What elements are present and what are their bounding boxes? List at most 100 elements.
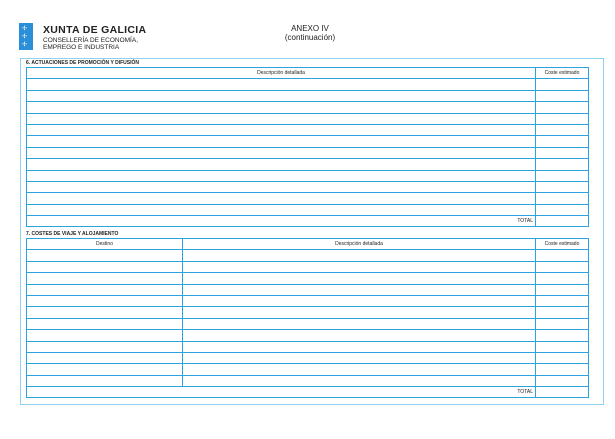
total-label: TOTAL <box>26 386 536 399</box>
table-row <box>26 146 589 160</box>
input-cell[interactable] <box>535 317 589 331</box>
input-cell[interactable] <box>535 146 589 160</box>
table-row <box>26 260 589 274</box>
table-row <box>26 249 589 262</box>
input-cell[interactable] <box>182 249 536 262</box>
table-row <box>26 78 589 91</box>
input-cell[interactable] <box>182 306 536 319</box>
input-cell[interactable] <box>182 260 536 274</box>
table-row <box>26 123 589 137</box>
total-row: TOTAL <box>26 215 589 228</box>
input-cell[interactable] <box>26 351 183 365</box>
annex-subtitle: (continuación) <box>284 33 336 42</box>
input-cell[interactable] <box>535 294 589 308</box>
input-cell[interactable] <box>535 78 589 91</box>
input-cell[interactable] <box>182 317 536 331</box>
input-cell[interactable] <box>26 249 183 262</box>
promotion-table: Descripción detallada Coste estimado TOTA… <box>26 66 589 228</box>
input-cell[interactable] <box>535 329 589 342</box>
table-row <box>26 180 589 194</box>
total-row: TOTAL <box>26 386 589 399</box>
col-header: Destino <box>26 237 183 251</box>
input-cell[interactable] <box>26 363 183 376</box>
input-cell[interactable] <box>182 329 536 342</box>
input-cell[interactable] <box>26 283 183 296</box>
input-cell[interactable] <box>182 340 536 353</box>
table-row <box>26 374 589 388</box>
xunta-logo: ✢ ✢ ✢ <box>19 23 33 50</box>
input-cell[interactable] <box>535 260 589 274</box>
input-cell[interactable] <box>26 340 183 353</box>
input-cell[interactable] <box>535 135 589 148</box>
input-cell[interactable] <box>26 203 536 217</box>
input-cell[interactable] <box>535 180 589 194</box>
total-value-cell[interactable] <box>535 215 589 228</box>
input-cell[interactable] <box>26 317 183 331</box>
input-cell[interactable] <box>535 306 589 319</box>
input-cell[interactable] <box>26 169 536 182</box>
input-cell[interactable] <box>26 260 183 274</box>
col-header: Descripción detallada <box>26 66 536 80</box>
total-value-cell[interactable] <box>535 386 589 399</box>
table-row <box>26 169 589 182</box>
org-name: XUNTA DE GALICIA <box>43 24 147 36</box>
input-cell[interactable] <box>26 158 536 171</box>
input-cell[interactable] <box>535 272 589 285</box>
input-cell[interactable] <box>535 192 589 205</box>
table-row <box>26 272 589 285</box>
table-row <box>26 135 589 148</box>
input-cell[interactable] <box>535 283 589 296</box>
department: CONSELLERÍA DE ECONOMÍA, EMPREGO E INDUST… <box>43 37 153 51</box>
input-cell[interactable] <box>535 158 589 171</box>
table-row <box>26 329 589 342</box>
table-row <box>26 363 589 376</box>
input-cell[interactable] <box>26 78 536 91</box>
table-row <box>26 112 589 125</box>
input-cell[interactable] <box>182 272 536 285</box>
table-header: Destino Descripción detallada Coste estima… <box>26 237 589 251</box>
table-row <box>26 203 589 217</box>
input-cell[interactable] <box>535 363 589 376</box>
input-cell[interactable] <box>535 340 589 353</box>
input-cell[interactable] <box>535 374 589 388</box>
input-cell[interactable] <box>26 123 536 137</box>
table-row <box>26 89 589 103</box>
input-cell[interactable] <box>26 294 183 308</box>
section7-title: 7. COSTES DE VIAJE Y ALOJAMIENTO <box>26 231 119 237</box>
input-cell[interactable] <box>182 294 536 308</box>
table-row <box>26 340 589 353</box>
input-cell[interactable] <box>182 351 536 365</box>
input-cell[interactable] <box>535 101 589 114</box>
input-cell[interactable] <box>535 89 589 103</box>
input-cell[interactable] <box>535 203 589 217</box>
table-header: Descripción detallada Coste estimado <box>26 66 589 80</box>
input-cell[interactable] <box>535 169 589 182</box>
travel-table: Destino Descripción detallada Coste estima… <box>26 237 589 399</box>
annex-title: ANEXO IV <box>291 24 329 33</box>
input-cell[interactable] <box>182 374 536 388</box>
input-cell[interactable] <box>182 283 536 296</box>
table-row <box>26 283 589 296</box>
input-cell[interactable] <box>26 101 536 114</box>
input-cell[interactable] <box>26 374 183 388</box>
table-row <box>26 294 589 308</box>
input-cell[interactable] <box>26 272 183 285</box>
input-cell[interactable] <box>535 351 589 365</box>
input-cell[interactable] <box>26 180 536 194</box>
input-cell[interactable] <box>182 363 536 376</box>
col-header: Coste estimado <box>535 66 589 80</box>
input-cell[interactable] <box>26 146 536 160</box>
input-cell[interactable] <box>26 192 536 205</box>
input-cell[interactable] <box>535 112 589 125</box>
input-cell[interactable] <box>26 135 536 148</box>
col-header: Coste estimado <box>535 237 589 251</box>
input-cell[interactable] <box>26 306 183 319</box>
section6-title: 6. ACTUACIONES DE PROMOCIÓN Y DIFUSIÓN <box>26 60 139 66</box>
input-cell[interactable] <box>535 249 589 262</box>
input-cell[interactable] <box>26 89 536 103</box>
input-cell[interactable] <box>26 329 183 342</box>
table-row <box>26 192 589 205</box>
input-cell[interactable] <box>535 123 589 137</box>
dept-line: CONSELLERÍA DE ECONOMÍA, <box>43 37 138 44</box>
input-cell[interactable] <box>26 112 536 125</box>
